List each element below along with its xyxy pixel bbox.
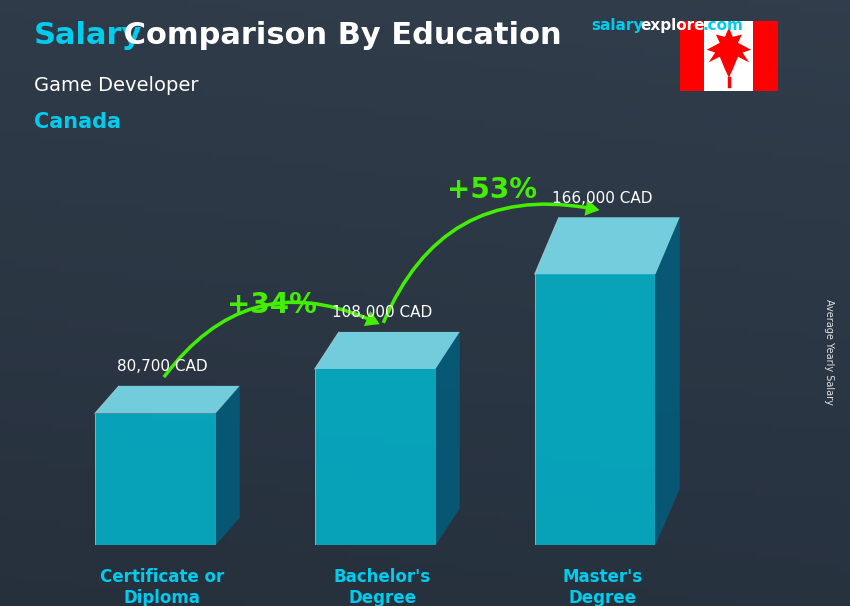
Polygon shape bbox=[706, 27, 751, 78]
Polygon shape bbox=[94, 413, 216, 545]
Polygon shape bbox=[535, 275, 655, 545]
Polygon shape bbox=[94, 386, 240, 413]
Text: 80,700 CAD: 80,700 CAD bbox=[117, 359, 207, 375]
Text: Game Developer: Game Developer bbox=[34, 76, 199, 95]
Text: Master's
Degree: Master's Degree bbox=[562, 568, 643, 606]
Text: Comparison By Education: Comparison By Education bbox=[113, 21, 562, 50]
Text: 108,000 CAD: 108,000 CAD bbox=[332, 305, 433, 321]
FancyArrowPatch shape bbox=[382, 199, 599, 324]
Polygon shape bbox=[216, 386, 240, 545]
Bar bbox=[680, 21, 705, 91]
Polygon shape bbox=[655, 218, 680, 545]
Bar bbox=[753, 21, 778, 91]
Text: 166,000 CAD: 166,000 CAD bbox=[552, 191, 653, 206]
Text: explorer: explorer bbox=[640, 18, 712, 33]
Text: Salary: Salary bbox=[34, 21, 142, 50]
FancyArrowPatch shape bbox=[162, 301, 380, 378]
Text: salary: salary bbox=[591, 18, 643, 33]
Polygon shape bbox=[314, 369, 435, 545]
Polygon shape bbox=[314, 332, 460, 369]
Text: Bachelor's
Degree: Bachelor's Degree bbox=[334, 568, 431, 606]
Text: +53%: +53% bbox=[447, 176, 537, 204]
Polygon shape bbox=[435, 332, 460, 545]
Text: Canada: Canada bbox=[34, 112, 121, 132]
Text: .com: .com bbox=[702, 18, 743, 33]
Text: Average Yearly Salary: Average Yearly Salary bbox=[824, 299, 834, 404]
Polygon shape bbox=[535, 218, 680, 275]
Text: Certificate or
Diploma: Certificate or Diploma bbox=[100, 568, 224, 606]
Text: +34%: +34% bbox=[227, 291, 317, 319]
